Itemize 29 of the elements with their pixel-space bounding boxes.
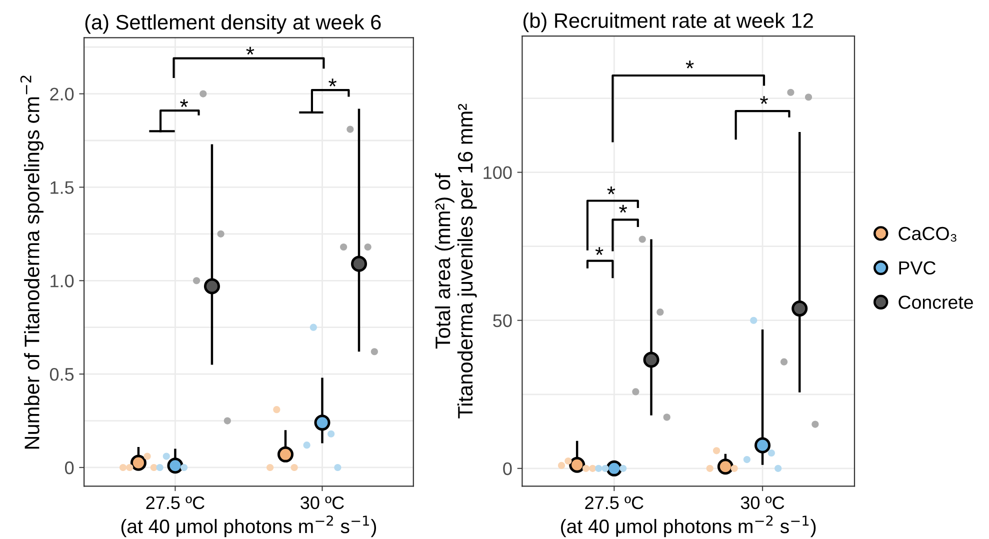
annotation: * <box>619 204 628 213</box>
text: 2.0 <box>50 88 74 101</box>
annotation: * <box>686 60 694 68</box>
annotation: * <box>595 247 604 255</box>
x-axis-title: (at 40 μmol photons m$^{−2}$ s$^{−1}$) <box>561 516 816 538</box>
legend-label: PVC <box>899 261 936 275</box>
y-tick-label: 0.5 <box>50 368 74 381</box>
y-tick-label: 0 <box>503 462 512 476</box>
chart-title: (b) Recruitment rate at week 12 <box>523 12 813 32</box>
annotation: * <box>607 186 616 194</box>
text: 1.0 <box>50 274 74 288</box>
y-axis-title: Number of Titanoderma sporelings cm$^{−2}$ <box>20 76 44 449</box>
x-tick-label: 27.5 ºC <box>585 496 644 510</box>
annotation: * <box>328 78 337 86</box>
legend-label: Concrete <box>898 296 973 309</box>
x-tick-label: 30 ºC <box>740 496 784 510</box>
chart-title: (a) Settlement density at week 6 <box>85 14 381 34</box>
y-tick-label: 1.5 <box>50 181 74 194</box>
y-tick-label: 50 <box>493 314 512 328</box>
annotation: * <box>246 46 254 55</box>
y-tick-label: 100 <box>484 166 512 180</box>
x-axis-title: (at 40 μmol photons m$^{−2}$ s$^{−1}$) <box>121 516 376 538</box>
legend-label: CaCO₃ <box>898 226 956 242</box>
x-tick-label: 30 ºC <box>300 496 344 510</box>
x-tick-label: 27.5 ºC <box>146 496 204 510</box>
y-tick-label: 0 <box>65 461 74 474</box>
annotation: * <box>180 99 188 107</box>
annotation: * <box>760 96 768 104</box>
y-axis-title: Total area (mm²) of Titanoderma juveniles per 16 mm² <box>434 104 477 418</box>
